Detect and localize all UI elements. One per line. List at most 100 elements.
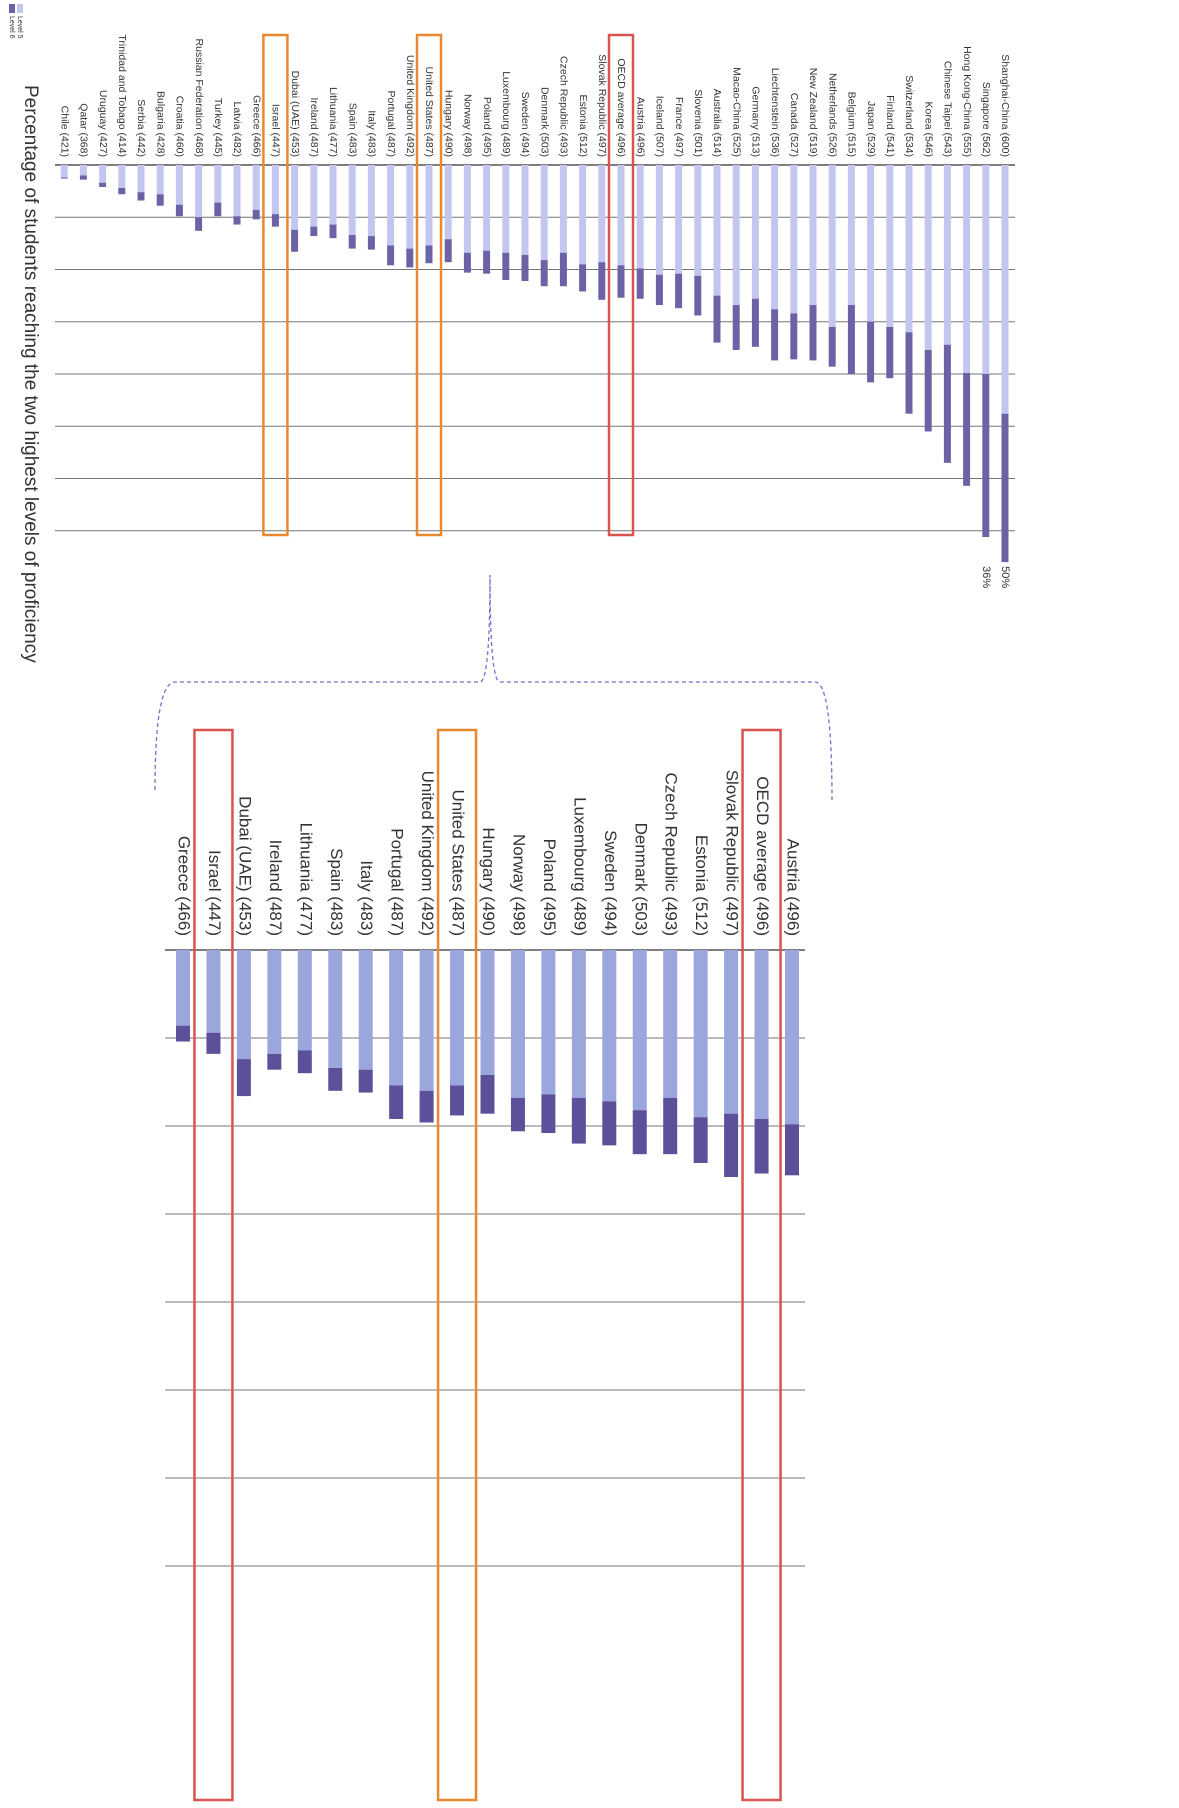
x-tick-label: OECD average (496) <box>615 58 627 157</box>
bar-segment <box>79 165 87 176</box>
bar-segment <box>785 1124 799 1176</box>
bar-segment <box>924 165 932 350</box>
bar-segment <box>328 950 343 1068</box>
highlight-box <box>415 33 443 537</box>
bar-segment <box>693 950 708 1118</box>
legend-label: Level 6 <box>8 16 15 39</box>
bar-segment <box>367 236 375 250</box>
x-tick-label: Hungary (490) <box>479 827 498 936</box>
bar-segment <box>751 165 759 299</box>
bar-segment <box>617 165 625 266</box>
bar-segment <box>675 273 683 309</box>
bar-segment <box>828 326 836 367</box>
bar-segment <box>771 309 779 361</box>
x-tick-label: Trinidad and Tobago (414) <box>116 34 128 157</box>
x-tick-label: Austria (496) <box>784 839 803 936</box>
bar-segment <box>176 1025 190 1042</box>
bar-segment <box>60 165 68 178</box>
bar-segment <box>99 165 107 183</box>
x-tick-label: Australia (514) <box>711 89 723 157</box>
bar-segment <box>790 165 798 314</box>
bar-segment <box>502 165 510 253</box>
bar-segment <box>419 950 434 1091</box>
bar-segment <box>99 182 107 187</box>
bar-segment <box>236 950 251 1060</box>
bar-segment <box>271 214 279 227</box>
bar-segment <box>1001 413 1009 563</box>
bar-segment <box>137 192 145 201</box>
x-tick-label: France (497) <box>673 97 685 157</box>
annotation: 36% <box>980 566 992 588</box>
bar-segment <box>694 165 702 276</box>
legend-swatch <box>9 4 15 13</box>
bar-segment <box>450 1085 465 1116</box>
bar-segment <box>751 298 759 347</box>
x-tick-label: Spain (483) <box>346 103 358 157</box>
bar-segment <box>206 1032 221 1054</box>
x-tick-label: Austria (496) <box>634 97 646 157</box>
bar-segment <box>636 268 644 299</box>
x-tick-label: Canada (527) <box>788 93 800 157</box>
x-tick-label: United States (487) <box>449 790 468 936</box>
bar-segment <box>541 950 556 1095</box>
bar-segment <box>291 229 299 252</box>
zoom-brace <box>154 574 833 801</box>
legend-label: Level 5 <box>16 16 23 39</box>
bar-segment <box>598 165 606 263</box>
x-tick-label: Hong Kong-China (555) <box>961 46 973 157</box>
x-tick-label: United States (487) <box>423 67 435 157</box>
x-tick-label: Czech Republic (493) <box>558 56 570 157</box>
bar-segment <box>905 332 913 414</box>
x-tick-label: Norway (498) <box>509 834 528 936</box>
bars <box>60 165 1009 563</box>
bar-segment <box>571 950 586 1098</box>
x-tick-label: Denmark (503) <box>538 87 550 157</box>
bar-segment <box>663 1097 678 1155</box>
bar-segment <box>450 950 465 1086</box>
x-tick-label: Greece (466) <box>250 95 262 157</box>
bar-segment <box>559 165 567 253</box>
bar-segment <box>358 950 373 1070</box>
x-tick-label: Denmark (503) <box>631 823 650 936</box>
x-tick-label: Finland (541) <box>884 95 896 157</box>
highlight-box <box>193 728 234 1802</box>
bar-segment <box>79 175 87 180</box>
x-tick-label: Lithuania (477) <box>327 87 339 157</box>
bar-segment <box>233 216 241 225</box>
x-tick-label: Switzerland (534) <box>903 75 915 157</box>
bar-segment <box>425 165 433 246</box>
highlight-box <box>262 33 289 537</box>
x-tick-label: Israel (447) <box>270 104 282 157</box>
bar-segment <box>328 1067 343 1091</box>
bar-segment <box>175 165 183 205</box>
bar-segment <box>233 165 241 217</box>
bar-segment <box>521 254 529 281</box>
bar-segment <box>617 265 625 298</box>
bar-segment <box>175 204 183 217</box>
bar-segment <box>713 295 721 343</box>
x-tick-label: Estonia (512) <box>692 835 711 936</box>
bar-segment <box>291 165 299 230</box>
x-tick-label: Poland (495) <box>481 97 493 157</box>
bar-segment <box>632 1110 647 1155</box>
bar-segment <box>329 165 337 225</box>
bar-segment <box>156 165 164 195</box>
bar-segment <box>444 239 452 263</box>
bar-segment <box>541 1094 556 1134</box>
bar-segment <box>329 224 337 239</box>
bar-segment <box>176 950 190 1026</box>
x-tick-label: Greece (466) <box>175 836 194 936</box>
bar-segment <box>724 950 739 1114</box>
bar-segment <box>419 1090 434 1123</box>
bar-segment <box>571 1097 586 1144</box>
bar-segment <box>406 248 414 268</box>
bar-segment <box>694 275 702 316</box>
bar-segment <box>982 374 990 538</box>
x-tick-label: Ireland (487) <box>266 840 285 936</box>
x-tick-label: Poland (495) <box>540 839 559 936</box>
bar-segment <box>732 305 740 350</box>
x-tick-label: Lithuania (477) <box>296 823 315 936</box>
x-tick-label: Spain (483) <box>327 848 346 936</box>
x-tick-label: Slovak Republic (497) <box>596 54 608 157</box>
x-tick-label: Czech Republic (493) <box>662 773 681 936</box>
